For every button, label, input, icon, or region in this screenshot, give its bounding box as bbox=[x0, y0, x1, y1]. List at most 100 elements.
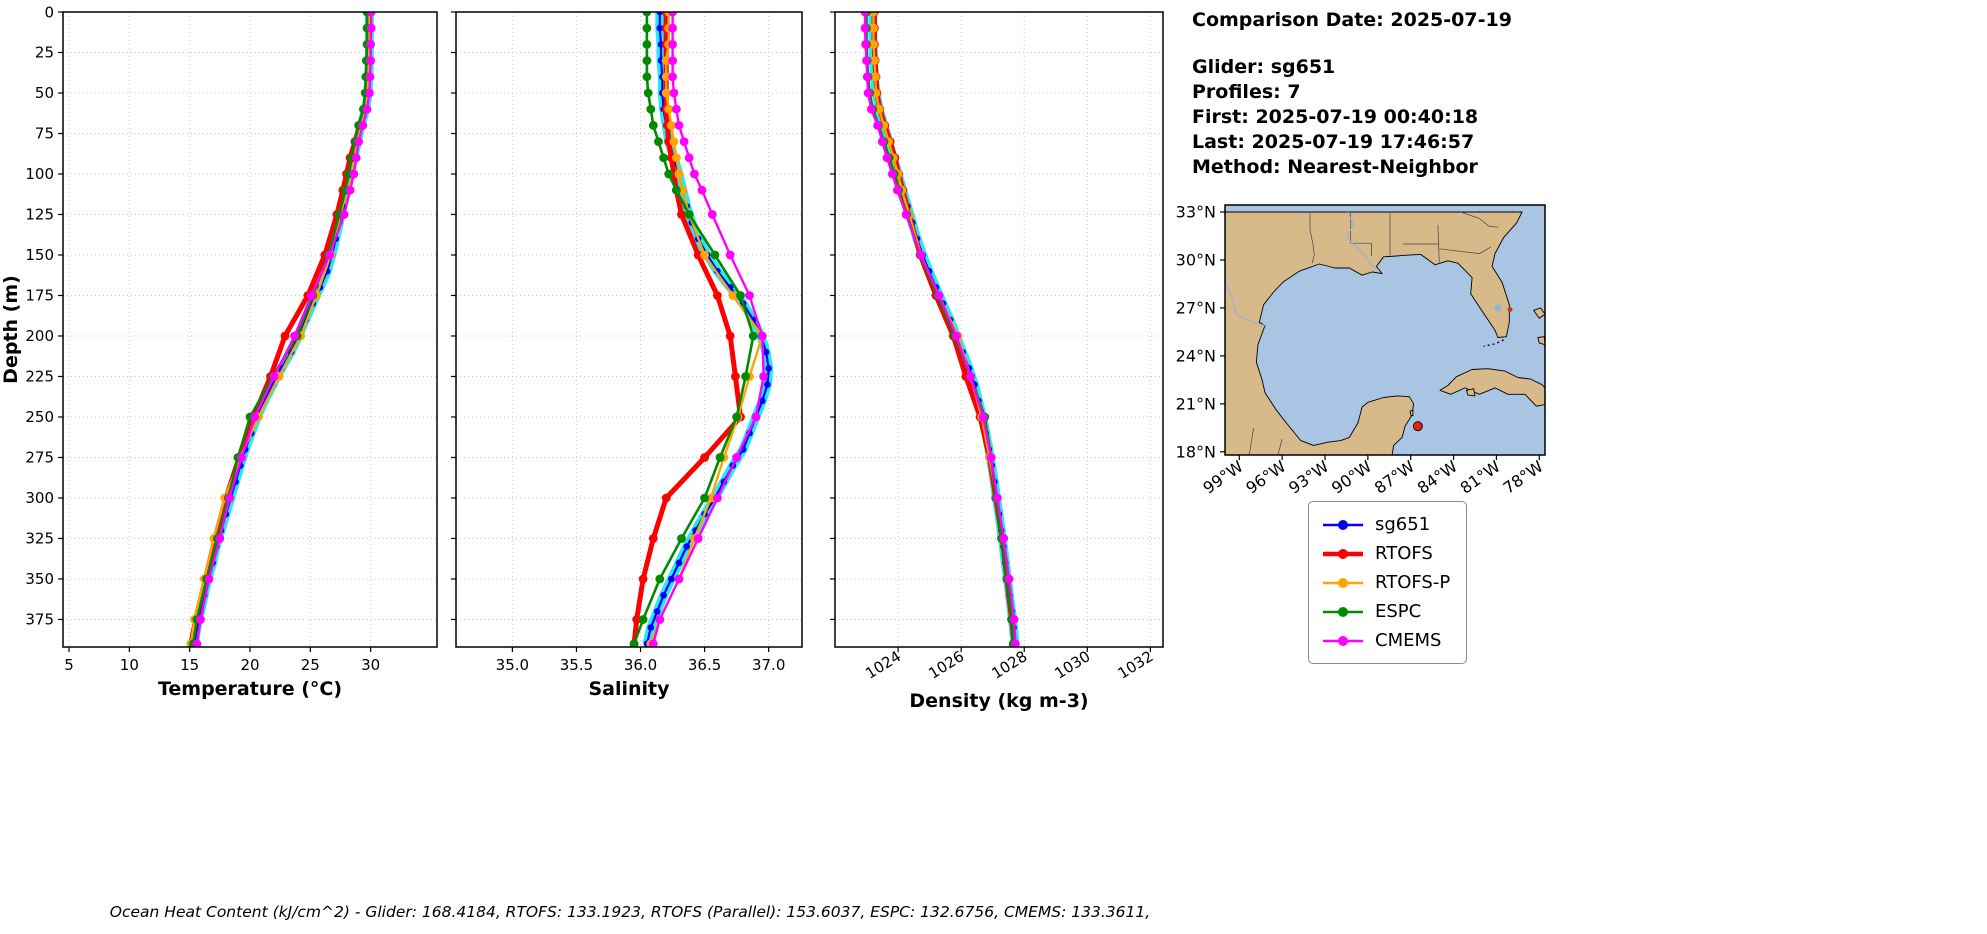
glider-location-marker bbox=[1412, 421, 1423, 432]
RTOFS-marker bbox=[280, 331, 290, 341]
sg651-marker bbox=[656, 12, 664, 16]
CMEMS-marker bbox=[354, 137, 363, 147]
ESPC-marker bbox=[643, 88, 653, 98]
depth-tick-label: 275 bbox=[25, 449, 54, 467]
CMEMS-marker bbox=[693, 534, 703, 543]
x-tick-label: 37.0 bbox=[752, 656, 785, 674]
CMEMS-line bbox=[195, 12, 373, 644]
ESPC-marker bbox=[654, 137, 663, 147]
land bbox=[1533, 307, 1545, 319]
CMEMS-marker bbox=[860, 12, 870, 17]
legend-label: RTOFS-P bbox=[1375, 572, 1451, 593]
state-border bbox=[1460, 211, 1498, 228]
river bbox=[1345, 211, 1377, 270]
CMEMS-marker bbox=[863, 88, 873, 98]
RTOFS-marker bbox=[713, 291, 722, 300]
RTOFS-P-markers bbox=[869, 12, 1020, 647]
CMEMS-marker bbox=[999, 534, 1009, 543]
legend-line-sample bbox=[1323, 548, 1363, 559]
lon-tick-label: 90°W bbox=[1328, 457, 1375, 498]
lat-tick-label: 18°N bbox=[1176, 442, 1216, 461]
RTOFS-P-marker bbox=[728, 291, 738, 300]
sg651-marker bbox=[653, 608, 661, 615]
CMEMS-marker bbox=[668, 12, 677, 17]
CMEMS-marker bbox=[674, 121, 684, 130]
density-plot: 1024 1026 1028 1030 1032 Density (kg m-3) bbox=[830, 11, 1164, 712]
lat-tick-label: 24°N bbox=[1176, 346, 1216, 365]
CMEMS-marker bbox=[759, 372, 768, 381]
depth-tick-label: 325 bbox=[25, 530, 54, 548]
axes-box bbox=[834, 11, 1164, 648]
legend-item-cmems: CMEMS bbox=[1321, 626, 1450, 655]
CMEMS-line bbox=[863, 12, 1017, 644]
info-panel: Comparison Date: 2025-07-19 Glider: sg65… bbox=[1192, 8, 1512, 180]
secondary-dot bbox=[1507, 307, 1513, 313]
RTOFS-P-marker bbox=[700, 250, 709, 260]
CMEMS-marker bbox=[672, 104, 681, 114]
spacer bbox=[1192, 33, 1512, 55]
CMEMS-marker bbox=[366, 23, 376, 33]
legend-marker bbox=[1338, 577, 1348, 588]
land bbox=[1409, 409, 1414, 417]
depth-tick-label: 300 bbox=[25, 489, 54, 507]
glider-name: Glider: sg651 bbox=[1192, 56, 1336, 78]
ESPC-marker bbox=[642, 56, 652, 65]
RTOFS-P-marker bbox=[869, 12, 878, 17]
RTOFS-P-line bbox=[872, 12, 1016, 644]
lon-tick-label: 96°W bbox=[1242, 457, 1289, 498]
x-tick-label: 35.5 bbox=[560, 656, 593, 674]
depth-tick-label: 225 bbox=[25, 368, 54, 386]
RTOFS-marker bbox=[638, 574, 648, 584]
CMEMS-markers bbox=[192, 12, 376, 647]
x-axis-title: Density (kg m-3) bbox=[909, 690, 1088, 712]
legend-marker bbox=[1338, 635, 1348, 646]
CMEMS-marker bbox=[986, 453, 996, 462]
ESPC-marker bbox=[659, 153, 668, 163]
lon-tick-label: 93°W bbox=[1285, 457, 1332, 498]
RTOFS-P-marker bbox=[661, 72, 671, 82]
depth-tick-label: 75 bbox=[35, 125, 54, 143]
sg651-marker bbox=[759, 397, 766, 405]
CMEMS-marker bbox=[351, 153, 361, 163]
CMEMS-marker bbox=[916, 250, 926, 260]
CMEMS-marker bbox=[204, 574, 214, 584]
CMEMS-marker bbox=[877, 137, 887, 147]
CMEMS-marker bbox=[888, 169, 897, 179]
CMEMS-marker bbox=[893, 185, 902, 195]
temperature-plot: 5 10 15 20 25 3002550751001251501752002252502… bbox=[0, 3, 438, 700]
ocean-heat-content-note: Ocean Heat Content (kJ/cm^2) - Glider: 1… bbox=[109, 903, 1151, 921]
depth-tick-label: 125 bbox=[25, 206, 54, 224]
sg651-spread-band bbox=[868, 12, 1020, 645]
RTOFS-P-marker bbox=[869, 23, 878, 33]
first-profile-time: First: 2025-07-19 00:40:18 bbox=[1192, 106, 1479, 128]
legend-item-sg651: sg651 bbox=[1321, 510, 1450, 539]
CMEMS-marker bbox=[952, 331, 961, 341]
legend: sg651 RTOFS RTOFS-P ESPC CMEMS bbox=[1308, 501, 1468, 664]
CMEMS-marker bbox=[757, 331, 767, 341]
plot-data bbox=[186, 12, 376, 647]
x-tick-label: 30 bbox=[361, 656, 380, 674]
legend-item-espc: ESPC bbox=[1321, 597, 1450, 626]
legend-line-sample bbox=[1323, 606, 1363, 617]
CMEMS-marker bbox=[358, 121, 368, 130]
CMEMS-marker bbox=[882, 153, 892, 163]
x-tick-label: 36.0 bbox=[624, 656, 657, 674]
CMEMS-marker bbox=[732, 453, 741, 462]
CMEMS-marker bbox=[215, 534, 225, 543]
state-border bbox=[1309, 212, 1315, 264]
axes-box bbox=[455, 11, 803, 648]
profiles-count: Profiles: 7 bbox=[1192, 81, 1301, 103]
depth-tick-label: 25 bbox=[35, 44, 54, 62]
CMEMS-marker bbox=[366, 12, 376, 17]
ESPC-markers bbox=[862, 12, 1018, 647]
CMEMS-marker bbox=[861, 40, 870, 49]
legend-item-rtofs: RTOFS bbox=[1321, 539, 1450, 568]
depth-tick-label: 50 bbox=[35, 84, 54, 102]
CMEMS-markers bbox=[860, 12, 1020, 647]
y-axis-title: Depth (m) bbox=[0, 275, 22, 384]
legend-marker bbox=[1338, 548, 1348, 559]
CMEMS-marker bbox=[862, 56, 871, 65]
RTOFS-P-marker bbox=[666, 121, 676, 130]
map-border bbox=[1224, 204, 1546, 456]
